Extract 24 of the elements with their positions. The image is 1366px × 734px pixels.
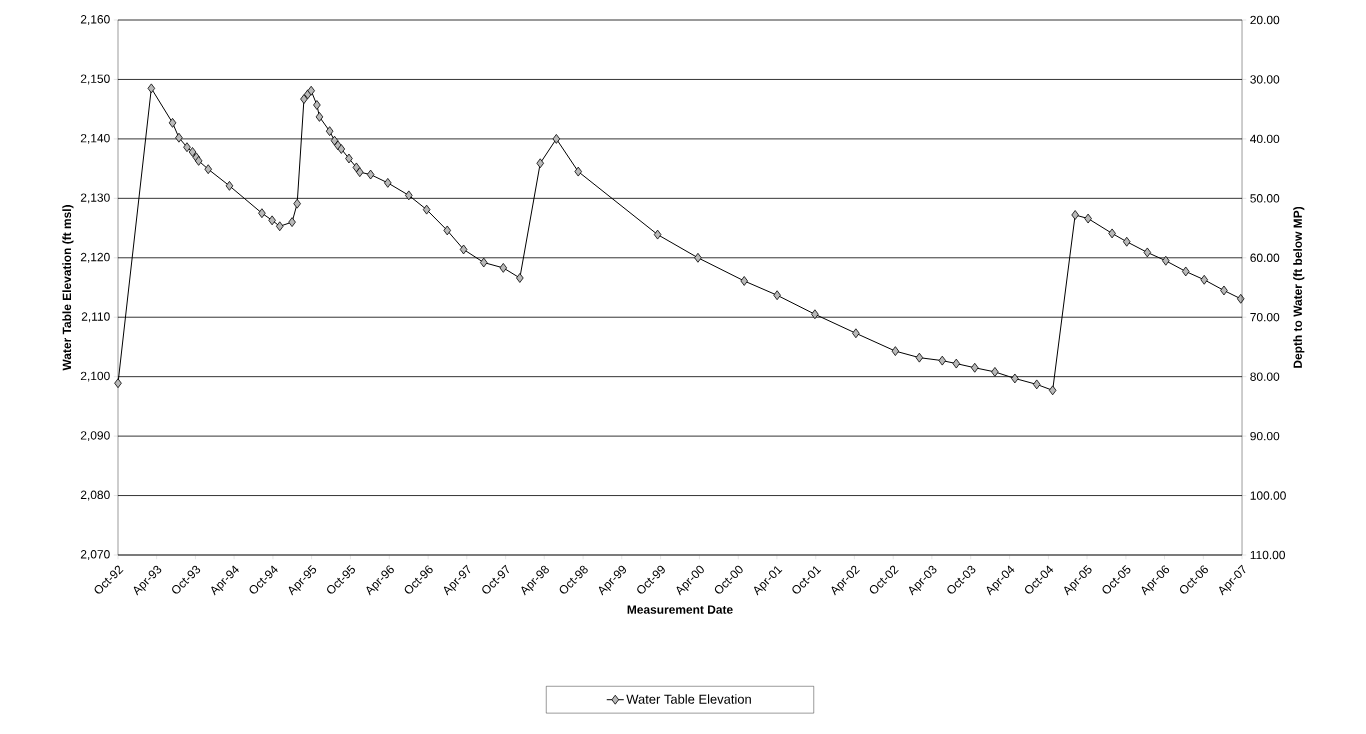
y2-tick-label: 50.00 [1250,194,1280,203]
y2-tick-label: 20.00 [1250,15,1280,25]
y2-tick-label: 90.00 [1250,431,1280,441]
y-tick-label: 2,140 [80,133,110,144]
y-tick-label: 2,070 [80,550,110,560]
y2-tick-label: 110.00 [1250,550,1286,560]
y-tick-label: 2,150 [80,74,110,85]
y2-tick-label: 100.00 [1250,491,1286,500]
y-tick-label: 2,090 [80,431,110,442]
y-tick-label: 2,130 [80,193,110,204]
y2-tick-label: 30.00 [1250,75,1280,84]
y-tick-label: 2,110 [81,312,110,323]
legend-label: Water Table Elevation [626,694,751,704]
y2-axis-title: Depth to Water (ft below MP) [1293,206,1305,368]
y2-tick-label: 70.00 [1250,313,1280,322]
y2-tick-label: 60.00 [1250,253,1280,263]
x-axis-title: Measurement Date [627,605,733,614]
y2-tick-label: 80.00 [1250,372,1280,381]
y-axis-title: Water Table Elevation (ft msl) [62,205,74,371]
y-tick-label: 2,080 [80,490,110,501]
y-tick-label: 2,160 [80,15,110,25]
y2-tick-label: 40.00 [1250,134,1280,144]
y-tick-label: 2,100 [80,371,110,382]
y-tick-label: 2,120 [80,252,110,263]
